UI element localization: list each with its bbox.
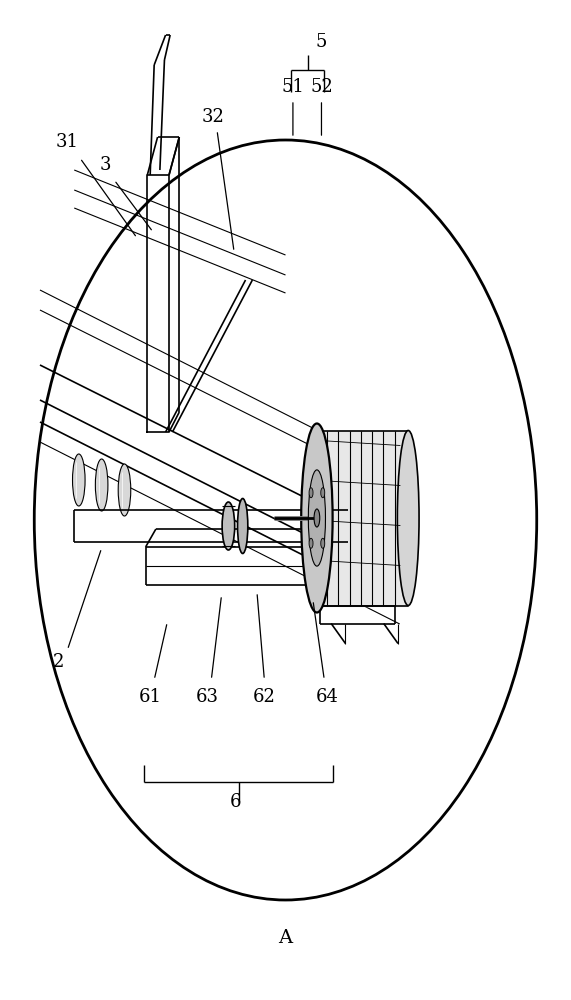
Text: 64: 64 xyxy=(316,688,339,706)
Text: 5: 5 xyxy=(315,33,327,51)
Text: 2: 2 xyxy=(53,653,65,671)
Ellipse shape xyxy=(321,488,325,498)
Text: 31: 31 xyxy=(56,133,79,151)
Ellipse shape xyxy=(397,430,419,605)
Ellipse shape xyxy=(301,424,332,612)
Text: 63: 63 xyxy=(196,688,219,706)
Ellipse shape xyxy=(309,488,313,498)
Ellipse shape xyxy=(118,464,131,516)
Text: 62: 62 xyxy=(253,688,276,706)
Ellipse shape xyxy=(309,538,313,548)
Text: 6: 6 xyxy=(230,793,242,811)
Text: 61: 61 xyxy=(139,688,162,706)
Ellipse shape xyxy=(95,459,108,511)
Text: A: A xyxy=(279,929,292,947)
Text: 3: 3 xyxy=(100,156,111,174)
Ellipse shape xyxy=(308,470,325,566)
Text: 52: 52 xyxy=(310,78,333,96)
Ellipse shape xyxy=(314,509,320,527)
Polygon shape xyxy=(317,430,408,606)
Ellipse shape xyxy=(222,502,235,550)
Ellipse shape xyxy=(73,454,85,506)
Text: 32: 32 xyxy=(202,108,224,126)
Ellipse shape xyxy=(238,498,248,554)
Text: 51: 51 xyxy=(282,78,304,96)
Ellipse shape xyxy=(321,538,325,548)
